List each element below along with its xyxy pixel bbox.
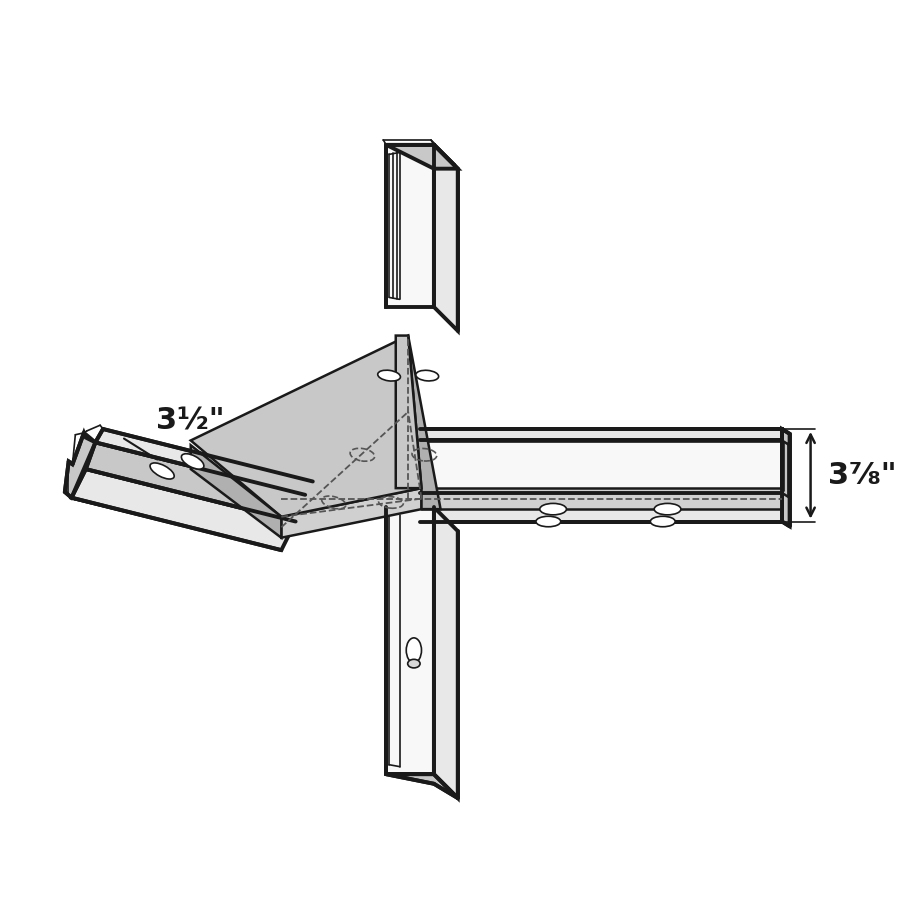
Polygon shape <box>386 774 458 798</box>
Polygon shape <box>782 429 789 526</box>
Polygon shape <box>282 488 421 537</box>
Polygon shape <box>434 508 458 798</box>
Ellipse shape <box>406 638 421 662</box>
Polygon shape <box>65 433 95 498</box>
Text: 3⅞": 3⅞" <box>828 461 896 490</box>
Text: 3½": 3½" <box>157 407 225 436</box>
Ellipse shape <box>651 517 675 526</box>
Ellipse shape <box>150 463 175 479</box>
Polygon shape <box>191 336 421 517</box>
Polygon shape <box>386 145 434 307</box>
Polygon shape <box>71 469 295 550</box>
Polygon shape <box>419 493 782 521</box>
Ellipse shape <box>654 503 681 515</box>
Ellipse shape <box>540 503 566 515</box>
Polygon shape <box>409 336 441 509</box>
Polygon shape <box>191 446 282 537</box>
Polygon shape <box>419 440 782 493</box>
Ellipse shape <box>536 517 561 526</box>
Polygon shape <box>396 336 421 488</box>
Ellipse shape <box>408 660 420 668</box>
Polygon shape <box>419 429 782 440</box>
Ellipse shape <box>378 370 400 381</box>
Polygon shape <box>434 145 458 331</box>
Polygon shape <box>386 145 458 168</box>
Polygon shape <box>421 488 782 509</box>
Ellipse shape <box>416 370 438 381</box>
Polygon shape <box>95 429 313 495</box>
Ellipse shape <box>182 454 204 469</box>
Polygon shape <box>86 443 305 521</box>
Polygon shape <box>386 508 434 774</box>
